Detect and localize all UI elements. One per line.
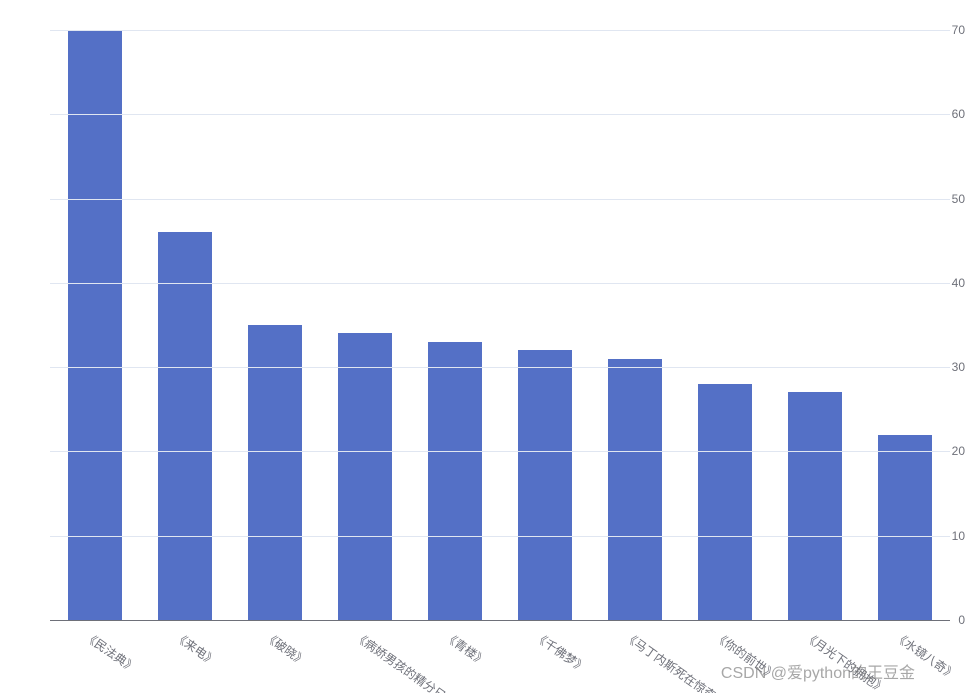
bar[interactable] <box>68 30 122 620</box>
bar[interactable] <box>158 232 212 620</box>
bar[interactable] <box>248 325 302 620</box>
y-gridline <box>50 199 950 200</box>
plot-area <box>50 30 950 620</box>
y-tick-label: 30 <box>923 360 965 374</box>
x-tick-label: 《民法典》 <box>81 628 140 676</box>
x-tick-label: 《来电》 <box>171 628 220 669</box>
bar[interactable] <box>788 392 842 620</box>
y-tick-label: 40 <box>923 276 965 290</box>
y-gridline <box>50 451 950 452</box>
y-tick-label: 60 <box>923 107 965 121</box>
x-tick-label: 《青楼》 <box>441 628 490 669</box>
bar[interactable] <box>608 359 662 620</box>
bar[interactable] <box>698 384 752 620</box>
y-gridline <box>50 536 950 537</box>
watermark-text: CSDN @爱python的王豆金 <box>721 659 915 683</box>
bar-chart: 010203040506070《民法典》《来电》《破晓》《病娇男孩的精分日记》《… <box>0 0 965 693</box>
x-tick-label: 《千佛梦》 <box>531 628 590 676</box>
bar[interactable] <box>428 342 482 620</box>
y-tick-label: 10 <box>923 529 965 543</box>
y-gridline <box>50 283 950 284</box>
y-gridline <box>50 620 950 621</box>
y-gridline <box>50 367 950 368</box>
bar[interactable] <box>878 435 932 620</box>
y-gridline <box>50 114 950 115</box>
bar[interactable] <box>338 333 392 620</box>
y-tick-label: 20 <box>923 444 965 458</box>
y-tick-label: 70 <box>923 23 965 37</box>
bar[interactable] <box>518 350 572 620</box>
x-tick-label: 《破晓》 <box>261 628 310 669</box>
y-tick-label: 50 <box>923 192 965 206</box>
y-gridline <box>50 30 950 31</box>
y-tick-label: 0 <box>923 613 965 627</box>
